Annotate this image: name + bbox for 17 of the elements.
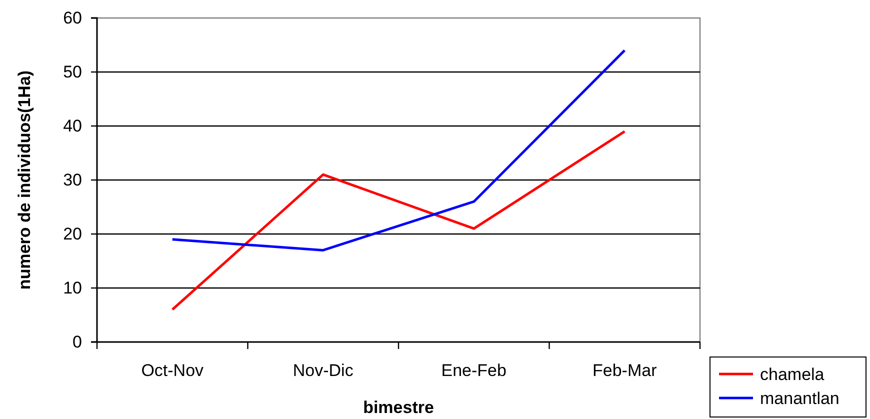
x-tick-label: Nov-Dic bbox=[292, 361, 354, 380]
legend-label: manantlan bbox=[760, 389, 840, 408]
line-series bbox=[171, 130, 626, 311]
y-tick-label: 50 bbox=[63, 62, 82, 82]
y-tick-label: 60 bbox=[63, 8, 82, 28]
x-tick-label: Feb-Mar bbox=[592, 361, 658, 380]
x-tick-label: Oct-Nov bbox=[141, 361, 204, 380]
y-tick-label: 20 bbox=[63, 224, 82, 244]
y-tick-label: 40 bbox=[63, 116, 82, 136]
x-tick-label: Ene-Feb bbox=[441, 361, 506, 380]
legend-label: chamela bbox=[760, 365, 825, 384]
y-tick-label: 30 bbox=[63, 170, 82, 190]
line-series bbox=[171, 49, 626, 252]
y-tick-label: 10 bbox=[63, 278, 82, 298]
x-axis-title: bimestre bbox=[363, 398, 434, 417]
y-axis-title: numero de individuos(1Ha) bbox=[15, 70, 34, 290]
y-tick-label: 0 bbox=[72, 332, 82, 352]
